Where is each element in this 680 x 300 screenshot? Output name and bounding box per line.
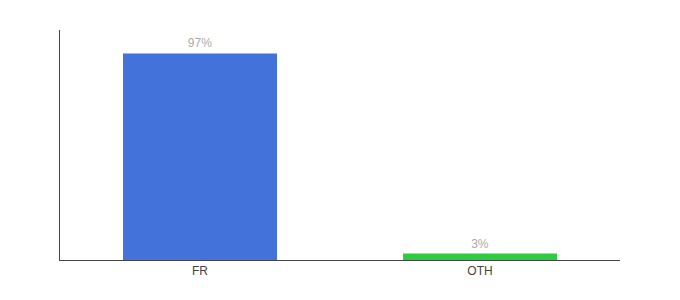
svg-text:97%: 97% [188, 36, 212, 50]
svg-text:3%: 3% [471, 237, 489, 251]
svg-text:OTH: OTH [467, 264, 492, 278]
svg-text:FR: FR [192, 264, 208, 278]
